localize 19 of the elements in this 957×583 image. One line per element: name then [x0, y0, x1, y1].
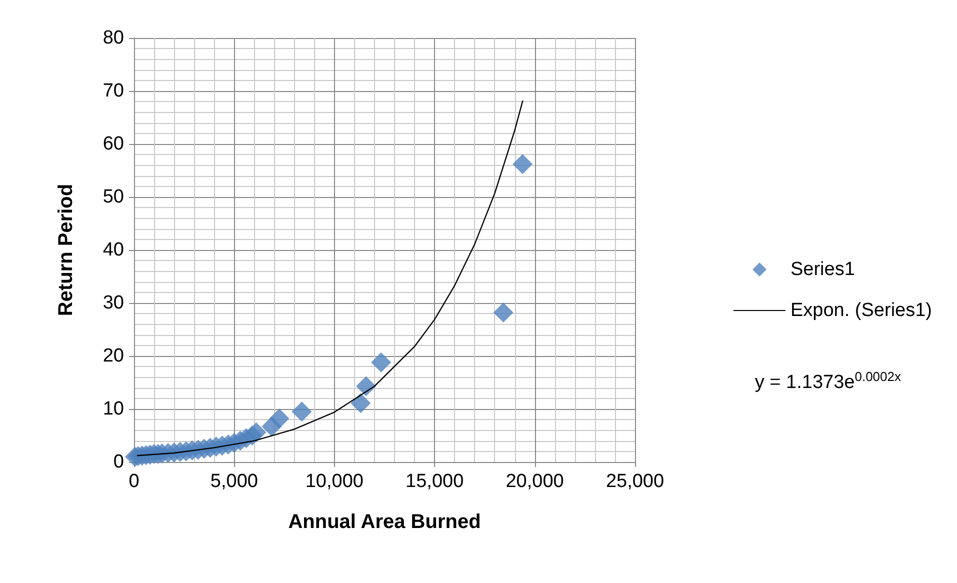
legend-label: Expon. (Series1): [790, 300, 932, 321]
y-axis-title: Return Period: [55, 184, 77, 316]
x-axis-title: Annual Area Burned: [288, 511, 481, 533]
x-tick-label: 0: [128, 471, 140, 492]
y-tick-label: 40: [102, 240, 124, 260]
y-tick-label: 0: [113, 452, 124, 472]
y-tick-label: 30: [102, 292, 124, 314]
y-tick-label: 10: [102, 398, 124, 420]
x-tick-label: 20,000: [506, 471, 564, 492]
legend-label: Series1: [790, 259, 855, 280]
x-tick-label: 5,000: [210, 471, 258, 492]
y-tick-label: 60: [102, 134, 124, 154]
x-tick-label: 10,000: [305, 471, 364, 492]
y-tick-label: 20: [102, 346, 124, 366]
y-tick-label: 70: [102, 80, 124, 102]
y-tick-label: 80: [102, 28, 124, 48]
x-tick-label: 15,000: [406, 471, 464, 492]
x-tick-label: 25,000: [606, 471, 664, 492]
y-tick-label: 50: [102, 186, 124, 208]
